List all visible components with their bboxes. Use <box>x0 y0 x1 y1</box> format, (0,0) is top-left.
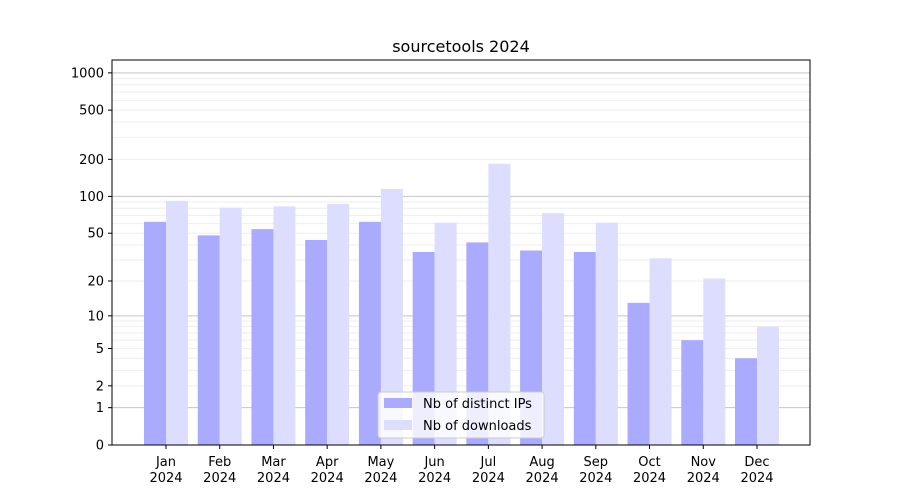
bar-distinct-ips <box>251 229 274 445</box>
bar-distinct-ips <box>144 221 166 445</box>
x-tick-label: Oct <box>638 455 660 470</box>
x-tick-label-year: 2024 <box>633 471 666 486</box>
bar-downloads <box>273 206 296 445</box>
bar-downloads <box>488 163 511 445</box>
x-tick-label-year: 2024 <box>364 471 397 486</box>
y-tick-label: 1 <box>96 401 104 416</box>
y-tick-label: 100 <box>79 190 104 205</box>
x-tick-label: Mar <box>261 455 286 470</box>
legend-swatch-ips <box>384 398 412 408</box>
x-tick-label: Apr <box>316 455 339 470</box>
x-tick-label-year: 2024 <box>526 471 559 486</box>
y-tick-label: 1000 <box>71 66 104 81</box>
x-tick-label-year: 2024 <box>418 471 451 486</box>
x-tick-label-year: 2024 <box>203 471 236 486</box>
bar-downloads <box>327 203 350 445</box>
x-tick-label-year: 2024 <box>311 471 344 486</box>
x-tick-label: Sep <box>584 455 609 470</box>
legend-box <box>377 391 545 439</box>
bar-distinct-ips <box>358 221 381 445</box>
x-tick-label: Jan <box>155 455 176 470</box>
y-axis: 0 1 2 5 10 20 50 100 200 500 1000 <box>71 66 112 454</box>
bar-downloads <box>595 222 618 445</box>
x-tick-label-year: 2024 <box>740 471 773 486</box>
bar-distinct-ips <box>627 302 650 445</box>
x-tick-label: Jun <box>423 455 444 470</box>
bar-distinct-ips <box>681 340 704 445</box>
y-tick-label: 20 <box>87 275 104 290</box>
legend-swatch-downloads <box>384 420 412 430</box>
bar-downloads <box>757 326 779 445</box>
x-tick-label: Jul <box>480 455 497 470</box>
bar-downloads <box>219 207 242 445</box>
x-tick-label: Nov <box>691 455 717 470</box>
bar-downloads <box>649 258 672 445</box>
legend: Nb of distinct IPs Nb of downloads <box>377 391 545 439</box>
y-tick-label: 0 <box>96 439 104 454</box>
x-tick-label: May <box>367 455 394 470</box>
bar-downloads <box>166 200 188 445</box>
bar-distinct-ips <box>573 251 596 445</box>
bar-distinct-ips <box>197 235 220 445</box>
bars <box>144 163 779 445</box>
x-axis: Jan2024Feb2024Mar2024Apr2024May2024Jun20… <box>149 445 774 486</box>
bar-distinct-ips <box>305 239 328 445</box>
y-tick-label: 500 <box>79 104 104 119</box>
legend-label-ips: Nb of distinct IPs <box>423 397 532 412</box>
bar-downloads <box>703 278 726 445</box>
x-tick-label-year: 2024 <box>579 471 612 486</box>
bar-downloads <box>380 188 403 445</box>
bar-downloads <box>434 222 457 445</box>
axes-frame <box>111 59 811 446</box>
x-tick-label: Feb <box>208 455 231 470</box>
y-tick-label: 10 <box>87 309 104 324</box>
y-tick-label: 5 <box>96 342 104 357</box>
bar-downloads <box>542 213 565 445</box>
x-tick-label-year: 2024 <box>149 471 182 486</box>
chart-title: sourcetools 2024 <box>392 37 530 56</box>
bar-distinct-ips <box>735 358 757 445</box>
x-tick-label-year: 2024 <box>472 471 505 486</box>
y-tick-label: 50 <box>87 227 104 242</box>
legend-label-downloads: Nb of downloads <box>423 419 532 434</box>
y-tick-label: 2 <box>96 379 104 394</box>
x-tick-label-year: 2024 <box>687 471 720 486</box>
x-tick-label: Dec <box>744 455 769 470</box>
x-tick-label: Aug <box>529 455 554 470</box>
y-tick-label: 200 <box>79 153 104 168</box>
x-tick-label-year: 2024 <box>257 471 290 486</box>
